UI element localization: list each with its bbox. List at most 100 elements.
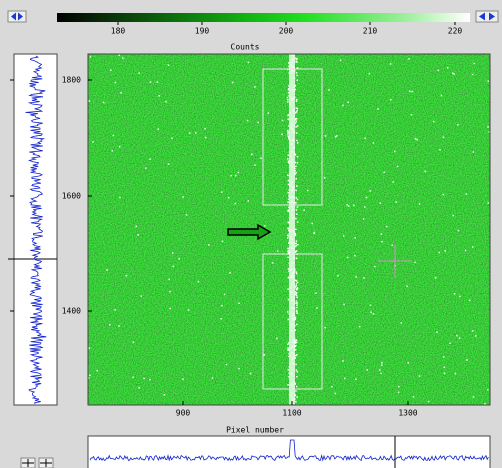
speckle (295, 57, 297, 59)
speckle (235, 203, 237, 205)
speckle (282, 120, 284, 122)
speckle (296, 396, 298, 398)
speckle (439, 149, 441, 151)
speckle (251, 154, 253, 156)
speckle (106, 269, 108, 271)
speckle (287, 235, 289, 237)
speckle (296, 297, 298, 299)
speckle (296, 59, 298, 61)
speckle (325, 135, 327, 137)
speckle (363, 218, 365, 220)
speckle (354, 255, 356, 256)
speckle (288, 349, 290, 351)
speckle (296, 302, 298, 304)
speckle (110, 70, 112, 72)
speckle (296, 386, 298, 388)
speckle (303, 210, 305, 212)
speckle (373, 142, 375, 144)
speckle (295, 288, 297, 290)
speckle (297, 244, 299, 246)
speckle (392, 181, 394, 183)
speckle (296, 376, 298, 378)
speckle (287, 288, 289, 290)
speckle (347, 102, 349, 104)
speckle (459, 337, 461, 339)
speckle (324, 327, 326, 329)
speckle (343, 235, 345, 237)
speckle (189, 132, 191, 134)
speckle (355, 378, 357, 380)
speckle (287, 384, 289, 386)
speckle (229, 272, 231, 274)
speckle (288, 277, 290, 279)
speckle (287, 311, 289, 313)
speckle (287, 210, 289, 212)
speckle (103, 102, 105, 104)
speckle (132, 377, 134, 379)
speckle (488, 80, 490, 82)
zoom-buttons[interactable] (21, 458, 53, 468)
speckle (138, 387, 140, 389)
speckle (296, 209, 298, 211)
speckle (296, 75, 298, 77)
speckle (248, 62, 250, 64)
speckle (428, 401, 430, 403)
speckle (168, 279, 170, 281)
speckle (381, 364, 383, 366)
speckle (390, 99, 392, 101)
speckle (296, 295, 298, 297)
speckle (238, 172, 240, 174)
speckle (158, 128, 160, 130)
speckle (165, 101, 167, 103)
speckle (287, 131, 289, 133)
speckle (363, 277, 365, 279)
speckle (295, 271, 297, 273)
speckle (447, 67, 449, 69)
speckle (296, 304, 298, 306)
speckle (414, 262, 416, 264)
colorbar-tick-label: 180 (111, 27, 126, 36)
speckle (149, 379, 151, 381)
speckle (235, 175, 237, 177)
speckle (221, 191, 223, 193)
speckle (115, 82, 117, 84)
speckle (297, 79, 299, 81)
speckle (383, 172, 385, 174)
colorbar-scroll-right[interactable] (476, 11, 498, 22)
speckle (205, 137, 207, 139)
y-tick-label: 1400 (62, 307, 81, 316)
speckle (314, 232, 316, 234)
speckle (425, 171, 427, 173)
colorbar-tick-label: 210 (363, 27, 378, 36)
speckle (380, 373, 382, 375)
speckle (340, 60, 342, 62)
speckle (230, 175, 232, 177)
speckle (488, 202, 490, 204)
speckle (295, 166, 297, 168)
speckle (295, 126, 297, 128)
speckle (296, 100, 298, 102)
speckle (472, 74, 474, 76)
speckle (445, 250, 447, 252)
speckle (369, 73, 371, 75)
speckle (109, 324, 111, 326)
speckle (438, 70, 440, 72)
speckle (247, 120, 249, 122)
speckle (452, 215, 454, 217)
speckle (268, 112, 270, 114)
speckle (145, 167, 147, 169)
speckle (287, 347, 289, 349)
colorbar-scroll-left[interactable] (8, 11, 26, 22)
speckle (238, 302, 240, 304)
speckle (296, 369, 298, 371)
speckle (295, 118, 297, 120)
speckle (92, 141, 94, 143)
speckle (288, 268, 290, 270)
speckle (288, 319, 290, 321)
speckle (296, 140, 298, 142)
speckle (296, 354, 298, 356)
speckle (295, 364, 297, 366)
speckle (250, 373, 252, 375)
speckle (296, 99, 298, 101)
speckle (295, 202, 297, 204)
